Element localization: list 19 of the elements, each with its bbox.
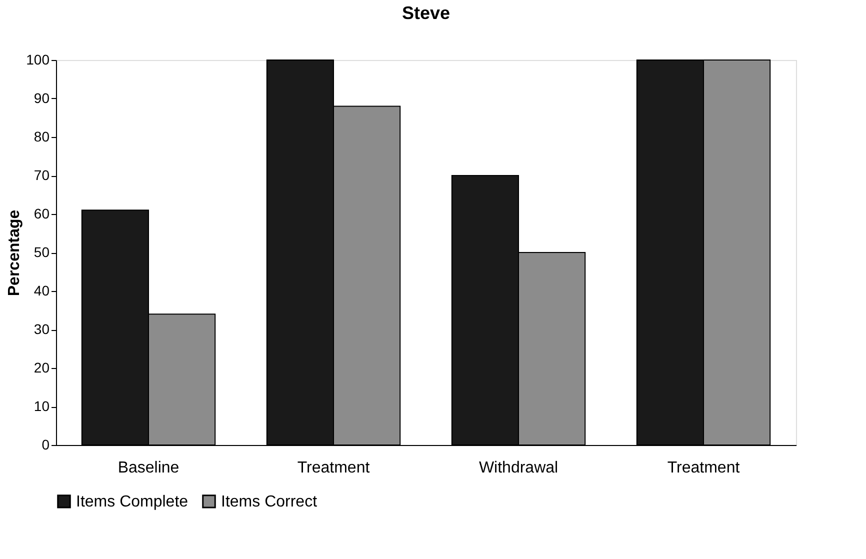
y-tick-label: 100 — [26, 52, 50, 68]
y-tick-label: 30 — [34, 321, 50, 337]
y-tick-label: 90 — [34, 90, 50, 106]
x-tick-label: Withdrawal — [478, 460, 558, 476]
y-tick-label: 10 — [34, 398, 50, 414]
legend-label: Items Complete — [76, 493, 188, 510]
y-tick-label: 60 — [34, 206, 50, 222]
x-tick-label: Treatment — [297, 460, 370, 476]
chart-title: Steve — [402, 3, 450, 23]
x-tick-label: Baseline — [118, 460, 180, 476]
y-tick-label: 40 — [34, 282, 50, 298]
y-axis-title: Percentage — [6, 210, 24, 296]
legend-label: Items Correct — [221, 493, 318, 510]
x-tick-label: Treatment — [667, 460, 740, 476]
y-tick-label: 20 — [34, 360, 50, 376]
y-tick-label: 70 — [34, 167, 50, 183]
y-tick-label: 50 — [34, 244, 50, 260]
y-tick-label: 0 — [42, 436, 50, 452]
y-tick-label: 80 — [34, 128, 50, 144]
